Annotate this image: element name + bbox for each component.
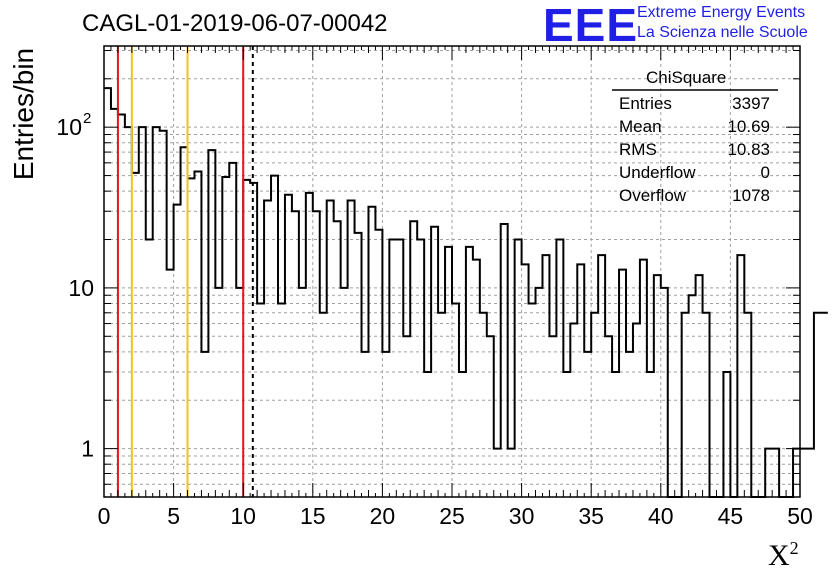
- y-tick-label: 10: [56, 114, 82, 140]
- x-tick-label: 45: [718, 503, 744, 529]
- stat-value-overflow: 1078: [732, 186, 770, 205]
- y-tick-label: 10: [68, 275, 94, 301]
- stat-name-mean: Mean: [619, 117, 662, 136]
- x-tick-label: 5: [167, 503, 180, 529]
- x-tick-label: 40: [648, 503, 674, 529]
- stat-name-rms: RMS: [619, 140, 657, 159]
- logo-line-2: La Scienza nelle Scuole: [637, 24, 808, 41]
- histogram-series: [104, 87, 828, 498]
- chart-title: CAGL-01-2019-06-07-00042: [82, 10, 388, 37]
- x-tick-label: 15: [300, 503, 326, 529]
- y-tick-label-exponent: 2: [83, 110, 91, 127]
- x-tick-label: 10: [230, 503, 256, 529]
- eee-logo: EEE: [543, 0, 639, 51]
- logo-line-1: Extreme Energy Events: [637, 4, 806, 21]
- stat-name-underflow: Underflow: [619, 163, 696, 182]
- stat-value-entries: 3397: [732, 94, 770, 113]
- y-axis-label: Entries/bin: [8, 47, 39, 181]
- stat-name-entries: Entries: [619, 94, 672, 113]
- x-tick-label: 25: [439, 503, 465, 529]
- y-tick-label: 1: [81, 436, 94, 462]
- stat-name-overflow: Overflow: [619, 186, 687, 205]
- x-tick-label: 0: [98, 503, 111, 529]
- x-tick-label: 20: [370, 503, 396, 529]
- x-axis-label: X2: [768, 538, 799, 572]
- x-tick-label: 30: [509, 503, 535, 529]
- stat-value-mean: 10.69: [727, 117, 770, 136]
- stat-value-rms: 10.83: [727, 140, 770, 159]
- stats-box-title: ChiSquare: [646, 68, 727, 87]
- x-tick-label: 50: [787, 503, 813, 529]
- x-tick-label: 35: [578, 503, 604, 529]
- stat-value-underflow: 0: [760, 163, 770, 182]
